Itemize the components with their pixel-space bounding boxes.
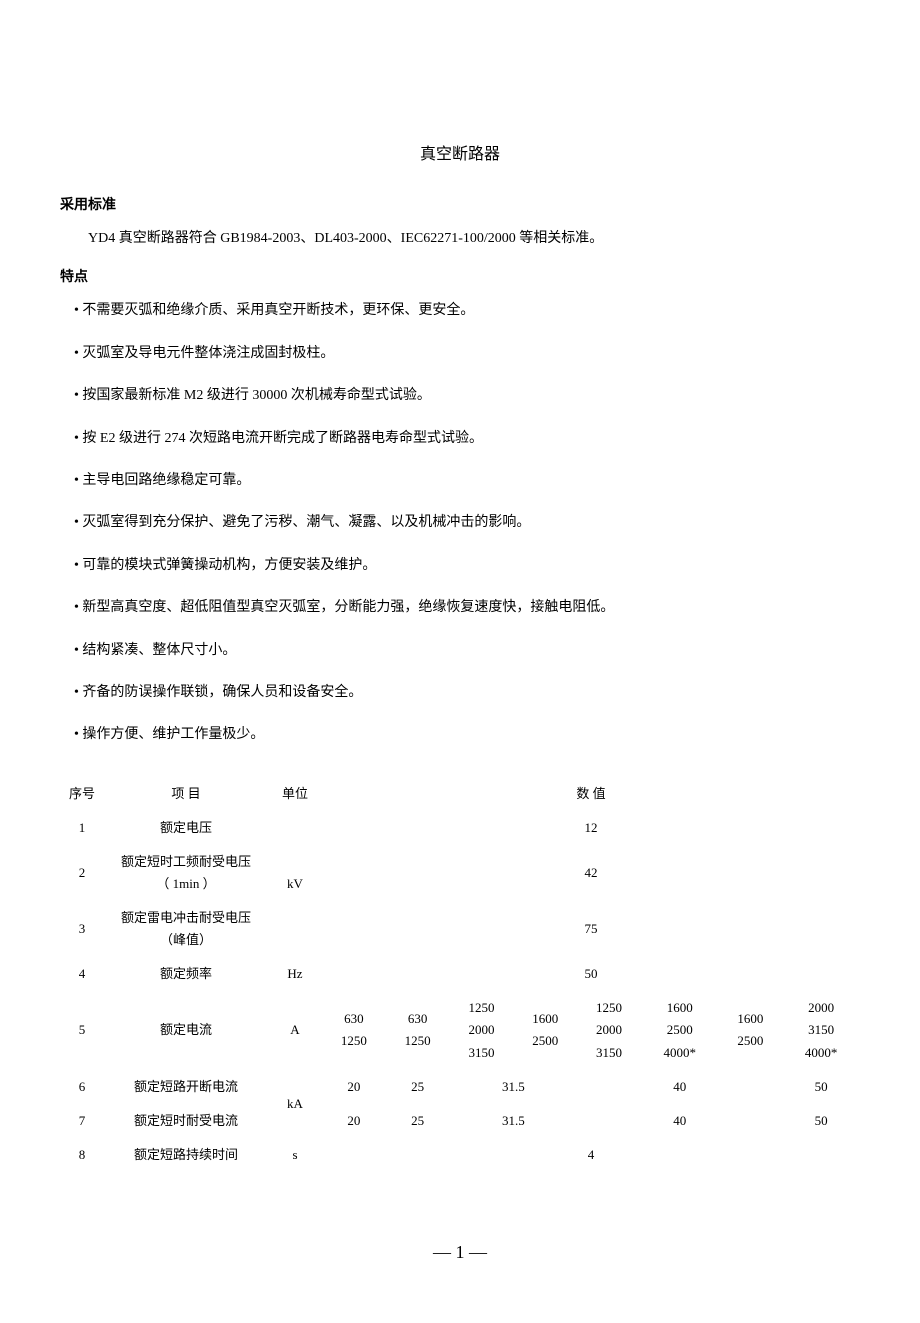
table-row: 6 额定短路开断电流 kA 20 25 31.5 40 50 <box>60 1070 860 1104</box>
cell-seq: 1 <box>60 811 104 845</box>
feature-item: 操作方便、维护工作量极少。 <box>74 724 860 746</box>
cell-seq: 5 <box>60 991 104 1069</box>
cell-value: 25 <box>386 1070 450 1104</box>
cell-value: 25 <box>386 1104 450 1138</box>
feature-item: 结构紧凑、整体尺寸小。 <box>74 640 860 662</box>
cell-unit: Hz <box>268 957 322 991</box>
table-row: 1 额定电压 kV 12 <box>60 811 860 845</box>
table-row: 8 额定短路持续时间 s 4 <box>60 1138 860 1172</box>
cell-item-line: （ 1min ） <box>106 873 266 895</box>
feature-item: 可靠的模块式弹簧操动机构，方便安装及维护。 <box>74 555 860 577</box>
col-value-header: 数 值 <box>322 777 860 811</box>
col-item-header: 项 目 <box>104 777 268 811</box>
cell-line: 2000 <box>452 1019 512 1041</box>
cell-seq: 2 <box>60 845 104 901</box>
feature-item: 灭弧室得到充分保护、避免了污秽、潮气、凝露、以及机械冲击的影响。 <box>74 512 860 534</box>
cell-item: 额定电流 <box>104 991 268 1069</box>
cell-value: 75 <box>322 901 860 957</box>
doc-title: 真空断路器 <box>60 140 860 164</box>
cell-unit: kV <box>268 811 322 957</box>
cell-value: 50 <box>782 1104 860 1138</box>
cell-value: 31.5 <box>450 1070 578 1104</box>
table-row: 2 额定短时工频耐受电压 （ 1min ） 42 <box>60 845 860 901</box>
cell-value: 1600 2500 <box>513 991 577 1069</box>
col-unit-header: 单位 <box>268 777 322 811</box>
table-row: 4 额定频率 Hz 50 <box>60 957 860 991</box>
cell-value: 40 <box>577 1104 782 1138</box>
cell-line: 2000 <box>784 997 858 1019</box>
cell-value: 1250 2000 3150 <box>577 991 641 1069</box>
features-heading: 特点 <box>60 266 860 286</box>
cell-line: 1250 <box>324 1030 384 1052</box>
cell-unit: s <box>268 1138 322 1172</box>
cell-line: 4000* <box>643 1042 717 1064</box>
feature-item: 灭弧室及导电元件整体浇注成固封极柱。 <box>74 343 860 365</box>
standards-heading: 采用标准 <box>60 194 860 214</box>
cell-value: 630 1250 <box>322 991 386 1069</box>
cell-item: 额定短路持续时间 <box>104 1138 268 1172</box>
cell-line: 630 <box>324 1008 384 1030</box>
cell-item: 额定雷电冲击耐受电压 （峰值） <box>104 901 268 957</box>
cell-line: 1250 <box>452 997 512 1019</box>
col-seq-header: 序号 <box>60 777 104 811</box>
cell-value: 1250 2000 3150 <box>450 991 514 1069</box>
cell-value: 20 <box>322 1104 386 1138</box>
cell-line: 2500 <box>643 1019 717 1041</box>
cell-seq: 3 <box>60 901 104 957</box>
cell-seq: 6 <box>60 1070 104 1104</box>
cell-seq: 7 <box>60 1104 104 1138</box>
cell-line: 2500 <box>721 1030 781 1052</box>
cell-item: 额定短时耐受电流 <box>104 1104 268 1138</box>
feature-item: 按 E2 级进行 274 次短路电流开断完成了断路器电寿命型式试验。 <box>74 428 860 450</box>
cell-value: 2000 3150 4000* <box>782 991 860 1069</box>
cell-item-line: （峰值） <box>106 929 266 951</box>
cell-item-line: 额定雷电冲击耐受电压 <box>106 907 266 929</box>
cell-value: 12 <box>322 811 860 845</box>
cell-item: 额定短路开断电流 <box>104 1070 268 1104</box>
table-row: 5 额定电流 A 630 1250 630 1250 1250 2000 315… <box>60 991 860 1069</box>
cell-value: 50 <box>782 1070 860 1104</box>
cell-line: 1250 <box>579 997 639 1019</box>
page-number: — 1 — <box>60 1242 860 1263</box>
cell-value: 1600 2500 <box>719 991 783 1069</box>
cell-line: 1600 <box>515 1008 575 1030</box>
cell-value: 42 <box>322 845 860 901</box>
cell-line: 1600 <box>643 997 717 1019</box>
cell-item: 额定电压 <box>104 811 268 845</box>
feature-item: 齐备的防误操作联锁，确保人员和设备安全。 <box>74 682 860 704</box>
cell-seq: 8 <box>60 1138 104 1172</box>
standards-text: YD4 真空断路器符合 GB1984-2003、DL403-2000、IEC62… <box>88 228 860 250</box>
cell-value: 20 <box>322 1070 386 1104</box>
cell-value: 31.5 <box>450 1104 578 1138</box>
cell-seq: 4 <box>60 957 104 991</box>
cell-value: 4 <box>322 1138 860 1172</box>
cell-value: 40 <box>577 1070 782 1104</box>
cell-line: 3150 <box>452 1042 512 1064</box>
cell-value: 630 1250 <box>386 991 450 1069</box>
cell-unit: kA <box>268 1070 322 1138</box>
cell-line: 1250 <box>388 1030 448 1052</box>
cell-unit: A <box>268 991 322 1069</box>
cell-line: 630 <box>388 1008 448 1030</box>
cell-item: 额定短时工频耐受电压 （ 1min ） <box>104 845 268 901</box>
cell-line: 3150 <box>579 1042 639 1064</box>
table-row: 7 额定短时耐受电流 20 25 31.5 40 50 <box>60 1104 860 1138</box>
feature-item: 主导电回路绝缘稳定可靠。 <box>74 470 860 492</box>
cell-item: 额定频率 <box>104 957 268 991</box>
document-page: 真空断路器 采用标准 YD4 真空断路器符合 GB1984-2003、DL403… <box>0 0 920 1323</box>
feature-item: 不需要灭弧和绝缘介质、采用真空开断技术，更环保、更安全。 <box>74 300 860 322</box>
cell-line: 2000 <box>579 1019 639 1041</box>
spec-table: 序号 项 目 单位 数 值 1 额定电压 kV 12 2 额定短时工频耐受电压 … <box>60 777 860 1172</box>
feature-item: 按国家最新标准 M2 级进行 30000 次机械寿命型式试验。 <box>74 385 860 407</box>
table-row: 3 额定雷电冲击耐受电压 （峰值） 75 <box>60 901 860 957</box>
cell-line: 1600 <box>721 1008 781 1030</box>
cell-line: 4000* <box>784 1042 858 1064</box>
cell-item-line: 额定短时工频耐受电压 <box>106 851 266 873</box>
table-header-row: 序号 项 目 单位 数 值 <box>60 777 860 811</box>
feature-item: 新型高真空度、超低阻值型真空灭弧室，分断能力强，绝缘恢复速度快，接触电阻低。 <box>74 597 860 619</box>
cell-line: 2500 <box>515 1030 575 1052</box>
cell-value: 1600 2500 4000* <box>641 991 719 1069</box>
cell-line: 3150 <box>784 1019 858 1041</box>
cell-value: 50 <box>322 957 860 991</box>
